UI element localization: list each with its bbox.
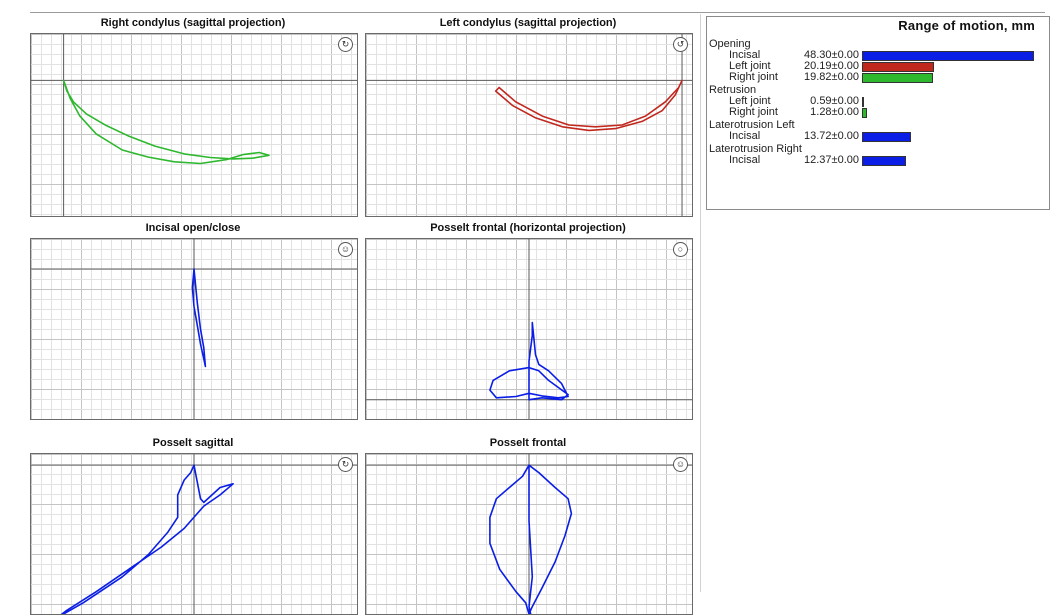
chart-svg — [366, 239, 692, 419]
chart-svg — [31, 454, 357, 614]
rom-row-label: Incisal — [729, 130, 761, 142]
rom-title: Range of motion, mm — [898, 18, 1035, 33]
trace-line — [489, 321, 569, 401]
range-of-motion-panel: Range of motion, mm Opening Incisal 48.30±… — [706, 16, 1050, 210]
plot-area[interactable]: ↺ — [365, 33, 693, 217]
trace-line — [494, 79, 683, 132]
rom-row-label: Incisal — [729, 49, 761, 61]
rom-row-value: 48.30±0.00 — [804, 49, 859, 61]
grid — [31, 34, 357, 216]
rom-row-label: Incisal — [729, 154, 761, 166]
rotate-left-icon[interactable]: ↺ — [673, 37, 688, 52]
rom-row-value: 12.37±0.00 — [804, 154, 859, 166]
face-front-icon[interactable]: ☺ — [673, 457, 688, 472]
vertical-divider — [700, 14, 701, 592]
rom-bar — [862, 156, 907, 166]
plot-area[interactable]: ☺ — [30, 238, 358, 420]
chart-title: Posselt frontal — [489, 437, 567, 449]
chart-svg — [31, 239, 357, 419]
rom-bar — [862, 97, 865, 107]
rom-group-label: Laterotrusion Left — [709, 119, 795, 131]
rom-group-label: Laterotrusion Right — [709, 143, 802, 155]
chart-title: Posselt sagittal — [152, 437, 234, 449]
rom-row-label: Left joint — [729, 60, 771, 72]
chart-title: Left condylus (sagittal projection) — [439, 17, 617, 29]
rom-row-label: Right joint — [729, 106, 778, 118]
head-top-icon[interactable]: ○ — [673, 242, 688, 257]
rom-row-value: 19.82±0.00 — [804, 71, 859, 83]
rotate-right-icon[interactable]: ↻ — [338, 37, 353, 52]
rom-bar — [862, 132, 911, 142]
face-front-icon[interactable]: ☺ — [338, 242, 353, 257]
chart-title: Posselt frontal (horizontal projection) — [430, 222, 626, 234]
plot-area[interactable]: ↻ — [30, 33, 358, 217]
rom-bar — [862, 108, 867, 118]
chart-svg — [366, 34, 692, 216]
chart-svg — [366, 454, 692, 614]
rom-row-value: 0.59±0.00 — [810, 95, 859, 107]
rom-row-label: Right joint — [729, 71, 778, 83]
trace-line — [191, 268, 207, 368]
chart-title: Incisal open/close — [145, 222, 241, 234]
plot-area[interactable]: ↻ — [30, 453, 358, 615]
rom-body: Opening Incisal 48.30±0.00 Left joint 20.19±… — [707, 17, 1049, 209]
plot-area[interactable]: ☺ — [365, 453, 693, 615]
chart-title: Right condylus (sagittal projection) — [100, 17, 286, 29]
rom-bar — [862, 51, 1034, 61]
rom-bar — [862, 73, 933, 83]
trace-line — [62, 79, 270, 165]
rom-group-label: Opening — [709, 38, 751, 50]
trace-line — [489, 464, 573, 614]
rotate-right-icon[interactable]: ↻ — [338, 457, 353, 472]
rom-row-value: 1.28±0.00 — [810, 106, 859, 118]
rom-row-value: 13.72±0.00 — [804, 130, 859, 142]
top-divider — [30, 12, 1045, 13]
rom-group-label: Retrusion — [709, 84, 757, 96]
rom-row-value: 20.19±0.00 — [804, 60, 859, 72]
grid — [366, 34, 692, 216]
plot-area[interactable]: ○ — [365, 238, 693, 420]
chart-svg — [31, 34, 357, 216]
rom-row-label: Left joint — [729, 95, 771, 107]
rom-bar — [862, 62, 934, 72]
